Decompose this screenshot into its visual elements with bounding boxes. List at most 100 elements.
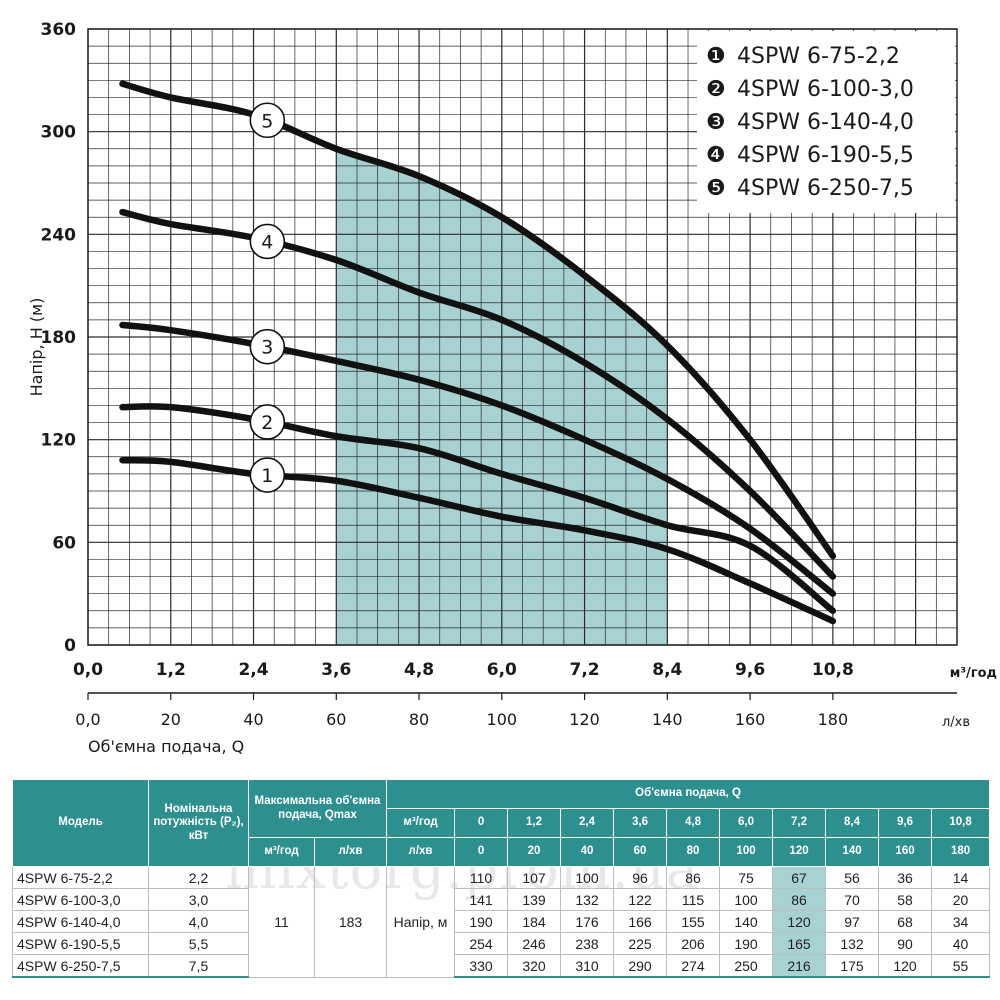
cell-head-value: 55 — [931, 954, 991, 978]
cell-head-value: 70 — [825, 888, 880, 911]
cell-head-value: 165 — [772, 932, 827, 955]
header-flow-l: 140 — [825, 837, 880, 867]
x-tick-label-lmin: 80 — [409, 710, 429, 729]
x-tick-label-m3: 8,4 — [652, 660, 682, 680]
header-flow-l: 40 — [560, 837, 615, 867]
series-marker-1 — [249, 457, 286, 493]
header-flow-l: 80 — [666, 837, 721, 867]
cell-head-value: 140 — [719, 910, 774, 933]
cell-qmax-l: 183 — [313, 866, 388, 978]
legend-item: 4SPW 6-140-4,0 — [737, 110, 914, 135]
header-flow-m3: 6,0 — [719, 808, 774, 838]
cell-head-value: 36 — [878, 866, 933, 889]
cell-head-value: 155 — [666, 910, 721, 933]
cell-head-value: 14 — [931, 866, 991, 889]
cell-head-label: Напір, м — [386, 866, 456, 978]
x-tick-label-m3: 3,6 — [321, 660, 351, 680]
x-tick-label-m3: 6,0 — [487, 660, 517, 680]
x-tick-label-m3: 9,6 — [735, 660, 765, 680]
series-marker-3 — [249, 328, 286, 365]
cell-head-value: 120 — [878, 954, 933, 978]
cell-head-value: 254 — [454, 932, 509, 955]
y-tick-label: 60 — [52, 533, 76, 553]
cell-model: 4SPW 6-140-4,0 — [12, 910, 149, 933]
cell-head-value: 310 — [560, 954, 615, 978]
table-row: 4SPW 6-140-4,0 4,0 190 184 176 166 155 140 120 97… — [12, 910, 991, 933]
y-tick-label: 240 — [41, 225, 77, 245]
cell-head-value: 120 — [772, 910, 827, 933]
cell-head-value: 274 — [666, 954, 721, 978]
cell-head-value: 68 — [878, 910, 933, 933]
header-model: Модель — [12, 779, 149, 867]
cell-head-value: 75 — [719, 866, 774, 889]
legend-number: ❺ — [706, 176, 726, 201]
x-unit-lmin: л/хв — [942, 715, 970, 730]
header-power: Номінальна потужність (P₂), кВт — [148, 779, 249, 867]
series-marker-4 — [249, 223, 286, 260]
header-flow-l: 0 — [454, 837, 509, 867]
table-row: 4SPW 6-190-5,5 5,5 254 246 238 225 206 190 165 13… — [12, 932, 991, 955]
header-flow: Об'ємна подача, Q — [386, 779, 991, 809]
x-tick-label-lmin: 100 — [487, 710, 518, 729]
cell-head-value: 86 — [772, 888, 827, 911]
header-qmax-l: л/хв — [313, 837, 388, 867]
cell-model: 4SPW 6-100-3,0 — [12, 888, 149, 911]
x-tick-label-lmin: 160 — [735, 710, 766, 729]
cell-head-value: 190 — [454, 910, 509, 933]
series-line-2 — [119, 403, 837, 615]
chart-series: 1 2 3 4 5 — [119, 80, 837, 625]
header-flow-l: 160 — [878, 837, 933, 867]
cell-power: 2,2 — [148, 866, 249, 889]
table-row: 4SPW 6-75-2,2 2,2 11 183 Напір, м 110 107 100 96… — [12, 866, 991, 978]
y-tick-label: 120 — [41, 431, 77, 451]
cell-head-value: 56 — [825, 866, 880, 889]
x-tick-label-m3: 4,8 — [404, 660, 434, 680]
cell-head-value: 97 — [825, 910, 880, 933]
performance-table: Модель Номінальна потужність (P₂), кВт М… — [12, 779, 991, 978]
legend-item: 4SPW 6-100-3,0 — [737, 77, 914, 102]
cell-head-value: 96 — [613, 866, 668, 889]
cell-head-value: 20 — [931, 888, 991, 911]
cell-head-value: 132 — [825, 932, 880, 955]
x-tick-label-lmin: 180 — [818, 710, 849, 729]
x-tick-label-lmin: 40 — [243, 710, 263, 729]
cell-model: 4SPW 6-250-7,5 — [12, 954, 149, 978]
legend-number: ❶ — [706, 44, 726, 69]
cell-model: 4SPW 6-190-5,5 — [12, 932, 149, 955]
header-flow-l: 100 — [719, 837, 774, 867]
header-flow-m3: 10,8 — [931, 808, 991, 838]
x-tick-label-lmin: 60 — [326, 710, 346, 729]
series-marker-label: 3 — [261, 337, 273, 359]
legend-item: 4SPW 6-250-7,5 — [737, 176, 914, 201]
cell-head-value: 166 — [613, 910, 668, 933]
x-tick-label-m3: 0,0 — [73, 660, 103, 680]
header-qmax: Максимальна об'ємна подача, Qmax — [247, 779, 388, 838]
x-tick-label-m3: 2,4 — [238, 660, 268, 680]
cell-head-value: 40 — [931, 932, 991, 955]
plot-border — [87, 28, 958, 646]
cell-power: 7,5 — [148, 954, 249, 978]
cell-head-value: 67 — [772, 866, 827, 889]
cell-head-value: 107 — [507, 866, 562, 889]
legend-item: 4SPW 6-75-2,2 — [737, 44, 900, 69]
cell-head-value: 225 — [613, 932, 668, 955]
cell-head-value: 290 — [613, 954, 668, 978]
cell-head-value: 184 — [507, 910, 562, 933]
header-flow-l: 20 — [507, 837, 562, 867]
cell-head-value: 206 — [666, 932, 721, 955]
y-axis-label: Напір, Н (м) — [27, 298, 46, 397]
cell-head-value: 246 — [507, 932, 562, 955]
cell-power: 5,5 — [148, 932, 249, 955]
y-tick-label: 0 — [64, 636, 76, 656]
series-marker-5 — [249, 102, 286, 139]
header-flow-m3: 8,4 — [825, 808, 880, 838]
table-row: 4SPW 6-100-3,0 3,0 141 139 132 122 115 100 86 70 5… — [12, 888, 991, 911]
series-line-5 — [119, 80, 837, 560]
y-tick-label: 360 — [41, 20, 77, 40]
header-flow-m3: 7,2 — [772, 808, 827, 838]
legend-box — [697, 31, 955, 213]
cell-head-value: 58 — [878, 888, 933, 911]
cell-head-value: 250 — [719, 954, 774, 978]
x-tick-label-lmin: 20 — [161, 710, 181, 729]
cell-qmax-m3: 11 — [248, 866, 315, 978]
